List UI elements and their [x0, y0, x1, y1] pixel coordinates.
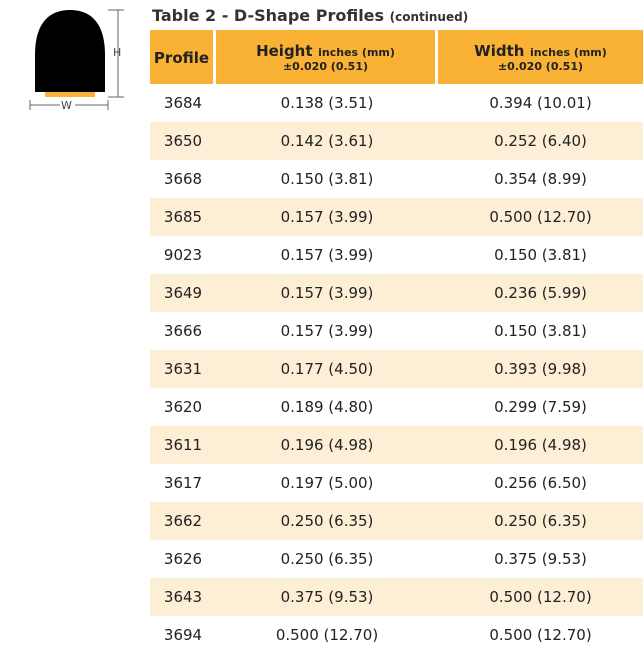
table-row: 3649 0.157 (3.99) 0.236 (5.99) — [150, 274, 643, 312]
table-cell: 0.142 (3.61) — [280, 132, 374, 150]
table-cell: 3617 — [163, 474, 203, 492]
table-cell: 0.157 (3.99) — [280, 284, 374, 302]
column-unit: inches (mm) — [318, 46, 395, 59]
table-row: 3620 0.189 (4.80) 0.299 (7.59) — [150, 388, 643, 426]
table-row: 3668 0.150 (3.81) 0.354 (8.99) — [150, 160, 643, 198]
table-row: 3643 0.375 (9.53) 0.500 (12.70) — [150, 578, 643, 616]
table-title: Table 2 - D-Shape Profiles (continued) — [152, 6, 468, 25]
table-cell: 0.393 (9.98) — [494, 360, 587, 378]
table-cell: 0.138 (3.51) — [280, 94, 374, 112]
column-name: Height — [256, 42, 313, 60]
table-cell: 3662 — [163, 512, 203, 530]
table: Profile Height inches (mm) ±0.020 (0.51) Wi… — [150, 30, 643, 654]
table-cell: 0.177 (4.50) — [280, 360, 374, 378]
table-row: 3626 0.250 (6.35) 0.375 (9.53) — [150, 540, 643, 578]
profile-diagram: H W — [29, 9, 124, 112]
table-cell: 0.157 (3.99) — [280, 322, 374, 340]
table-cell: 0.354 (8.99) — [494, 170, 587, 188]
table-cell: 0.196 (4.98) — [280, 436, 374, 454]
column-name: Width — [474, 42, 525, 60]
title-text: Table 2 - D-Shape Profiles — [152, 6, 385, 25]
table-row: 3631 0.177 (4.50) 0.393 (9.98) — [150, 350, 643, 388]
table-cell: 0.157 (3.99) — [280, 208, 374, 226]
table-cell: 3694 — [163, 626, 203, 644]
table-cell: 3650 — [163, 132, 203, 150]
table-cell: 0.256 (6.50) — [494, 474, 587, 492]
adhesive-strip — [45, 92, 95, 97]
table-cell: 0.500 (12.70) — [489, 626, 592, 644]
height-label: H — [113, 46, 121, 59]
table-cell: 0.197 (5.00) — [280, 474, 374, 492]
table-row: 9023 0.157 (3.99) 0.150 (3.81) — [150, 236, 643, 274]
table-cell: 3685 — [163, 208, 203, 226]
table-cell: 0.189 (4.80) — [280, 398, 374, 416]
table-cell: 0.375 (9.53) — [280, 588, 374, 606]
table-cell: 3620 — [163, 398, 203, 416]
header-cell: Height inches (mm) ±0.020 (0.51) — [216, 30, 435, 84]
table-cell: 3666 — [163, 322, 203, 340]
table-row: 3617 0.197 (5.00) 0.256 (6.50) — [150, 464, 643, 502]
table-row: 3611 0.196 (4.98) 0.196 (4.98) — [150, 426, 643, 464]
table-cell: 3649 — [163, 284, 203, 302]
table-cell: 0.252 (6.40) — [494, 132, 587, 150]
table-cell: 9023 — [163, 246, 203, 264]
header-line: Width inches (mm) — [474, 41, 607, 60]
title-note: (continued) — [389, 10, 469, 24]
table-cell: 3684 — [163, 94, 203, 112]
table-cell: 0.236 (5.99) — [494, 284, 587, 302]
d-shape — [35, 10, 105, 92]
header-cell: Width inches (mm) ±0.020 (0.51) — [438, 30, 643, 84]
table-row: 3662 0.250 (6.35) 0.250 (6.35) — [150, 502, 643, 540]
column-tolerance: ±0.020 (0.51) — [282, 60, 369, 73]
table-cell: 0.394 (10.01) — [489, 94, 592, 112]
column-tolerance: ±0.020 (0.51) — [497, 60, 584, 73]
table-cell: 0.500 (12.70) — [275, 626, 379, 644]
table-cell: 0.150 (3.81) — [494, 322, 587, 340]
table-cell: 0.500 (12.70) — [489, 588, 592, 606]
table-cell: 0.250 (6.35) — [280, 550, 374, 568]
table-cell: 0.150 (3.81) — [494, 246, 587, 264]
table-cell: 0.500 (12.70) — [489, 208, 592, 226]
table-cell: 0.299 (7.59) — [494, 398, 587, 416]
table-cell: 0.157 (3.99) — [280, 246, 374, 264]
table-cell: 0.375 (9.53) — [494, 550, 587, 568]
header-line: Profile — [154, 48, 209, 67]
table-cell: 3626 — [163, 550, 203, 568]
width-label: W — [61, 99, 72, 112]
table-row: 3666 0.157 (3.99) 0.150 (3.81) — [150, 312, 643, 350]
column-name: Profile — [153, 48, 210, 67]
table-cell: 3643 — [163, 588, 203, 606]
table-row: 3694 0.500 (12.70) 0.500 (12.70) — [150, 616, 643, 654]
column-unit: inches (mm) — [530, 46, 607, 59]
table-row: 3650 0.142 (3.61) 0.252 (6.40) — [150, 122, 643, 160]
table-cell: 0.196 (4.98) — [494, 436, 587, 454]
header-cell: Profile — [150, 30, 213, 84]
table-cell: 0.250 (6.35) — [280, 512, 374, 530]
table-cell: 3668 — [163, 170, 203, 188]
header-line: Height inches (mm) — [256, 41, 395, 60]
table-cell: 0.250 (6.35) — [494, 512, 587, 530]
table-row: 3684 0.138 (3.51) 0.394 (10.01) — [150, 84, 643, 122]
table-cell: 0.150 (3.81) — [280, 170, 374, 188]
table-cell: 3611 — [163, 436, 203, 454]
table-cell: 3631 — [163, 360, 203, 378]
table-row: 3685 0.157 (3.99) 0.500 (12.70) — [150, 198, 643, 236]
header-row: Profile Height inches (mm) ±0.020 (0.51) Wi… — [150, 30, 643, 84]
